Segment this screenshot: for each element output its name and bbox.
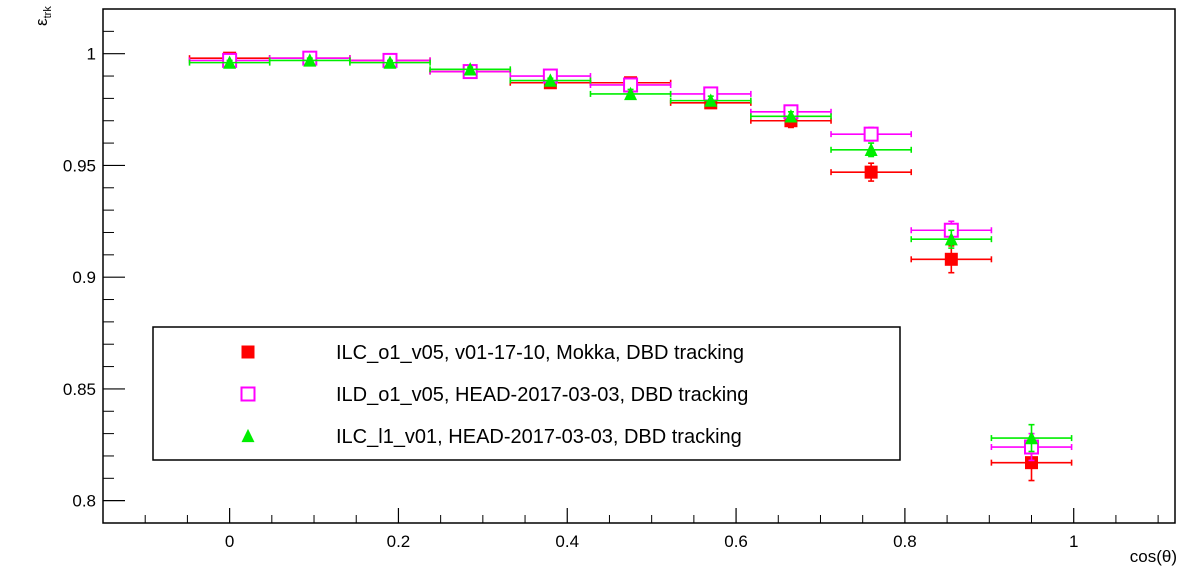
y-tick-label: 0.95 <box>63 156 96 175</box>
legend: ILC_o1_v05, v01-17-10, Mokka, DBD tracki… <box>152 326 901 461</box>
data-point <box>864 142 878 156</box>
y-axis-label-main: ε <box>32 18 51 26</box>
legend-marker-1 <box>241 345 255 359</box>
data-point <box>863 126 879 142</box>
legend-entry-1: ILC_o1_v05, v01-17-10, Mokka, DBD tracki… <box>336 342 744 364</box>
y-axis-label: εtrk <box>32 6 54 26</box>
data-point <box>864 165 878 179</box>
data-point <box>303 53 317 67</box>
data-point <box>463 62 477 76</box>
y-axis-ticks: 0.8 0.85 0.9 0.95 1 <box>63 30 125 511</box>
data-point <box>543 73 557 87</box>
data-point <box>624 86 638 101</box>
data-point <box>944 252 958 266</box>
legend-entry-2: ILD_o1_v05, HEAD-2017-03-03, DBD trackin… <box>336 384 748 406</box>
data-point <box>1025 430 1039 445</box>
data-point <box>944 232 958 246</box>
y-tick-label: 0.85 <box>63 380 96 399</box>
legend-marker-2 <box>240 386 256 402</box>
y-tick-label: 1 <box>87 45 96 64</box>
x-tick-label: 1 <box>1069 532 1078 551</box>
data-point <box>704 93 718 107</box>
y-tick-label: 0.8 <box>72 492 96 511</box>
data-point <box>223 55 237 69</box>
data-series <box>188 50 1073 482</box>
legend-marker-3 <box>241 428 255 443</box>
x-tick-label: 0.2 <box>387 532 411 551</box>
y-axis-label-subscript: trk <box>42 6 54 19</box>
legend-entry-3: ILC_l1_v01, HEAD-2017-03-03, DBD trackin… <box>336 426 742 448</box>
data-point <box>1025 456 1039 470</box>
x-axis-label: cos(θ) <box>1130 547 1177 566</box>
x-tick-label: 0 <box>225 532 234 551</box>
plot-border <box>102 8 1176 524</box>
x-tick-label: 0.6 <box>724 532 748 551</box>
data-point <box>784 109 798 123</box>
x-tick-label: 0.4 <box>555 532 579 551</box>
y-tick-label: 0.9 <box>72 268 96 287</box>
plot-frame <box>102 8 1176 524</box>
x-tick-label: 0.8 <box>893 532 917 551</box>
x-axis-ticks: 0 0.2 0.4 0.6 0.8 1 <box>144 508 1159 551</box>
data-point <box>383 55 397 69</box>
legend-box <box>152 326 901 461</box>
series-3 <box>188 53 1073 453</box>
